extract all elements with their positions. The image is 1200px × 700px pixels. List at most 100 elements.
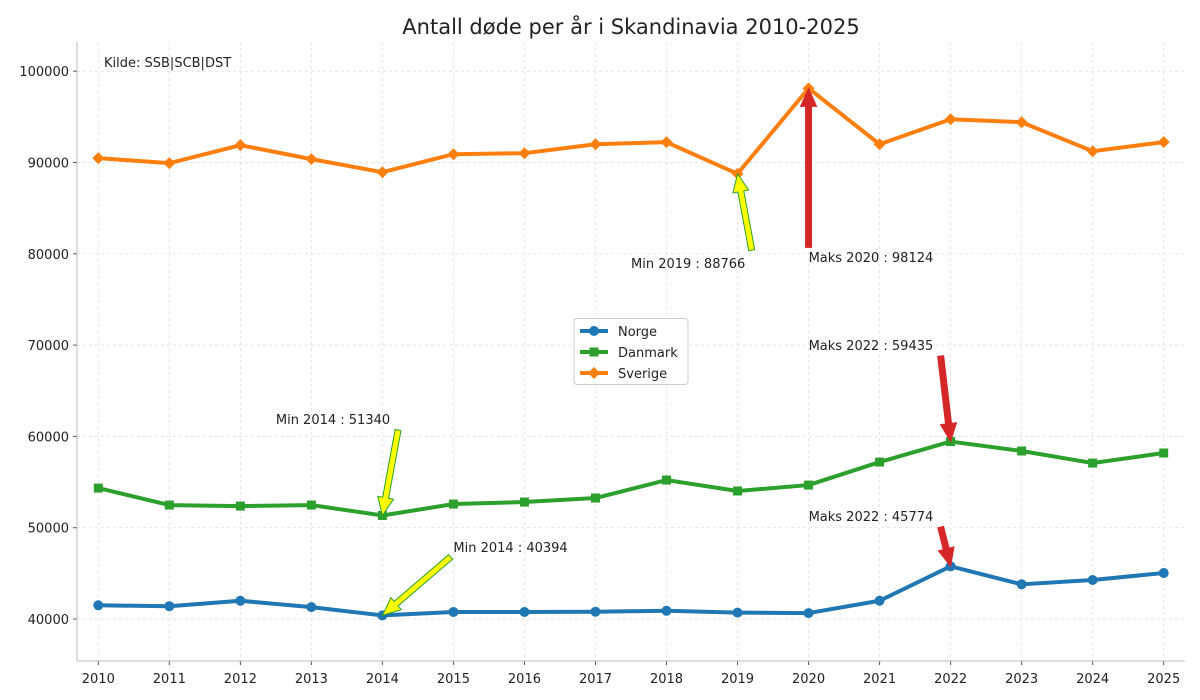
annotation-label: Min 2014 : 51340 [276, 413, 390, 428]
data-point [875, 457, 885, 467]
legend-label: Norge [618, 325, 657, 340]
x-tick-label: 2014 [366, 672, 399, 687]
data-point [164, 500, 174, 510]
x-tick-label: 2022 [934, 672, 967, 687]
data-point [944, 113, 957, 126]
data-point [305, 153, 318, 166]
source-note: Kilde: SSB|SCB|DST [104, 56, 231, 71]
data-point [92, 152, 105, 165]
annotation-label: Maks 2020 : 98124 [809, 251, 934, 266]
data-point [1015, 116, 1028, 129]
data-point [518, 147, 531, 160]
x-tick-label: 2025 [1147, 672, 1180, 687]
x-tick-label: 2011 [153, 672, 186, 687]
x-tick-label: 2015 [437, 672, 470, 687]
x-tick-label: 2013 [295, 672, 328, 687]
data-point [660, 136, 673, 149]
y-tick-label: 70000 [28, 339, 69, 354]
y-tick-label: 100000 [19, 65, 69, 80]
legend-marker [588, 367, 600, 379]
data-point [1158, 567, 1169, 578]
annotation-arrow [732, 172, 756, 252]
annotations: Min 2019 : 88766 Maks 2020 : 98124 Maks 20… [276, 87, 958, 617]
y-tick-label: 60000 [28, 430, 69, 445]
data-point [1017, 446, 1027, 456]
annotation-arrow [381, 553, 454, 617]
data-point [519, 606, 530, 617]
y-tick-label: 50000 [28, 522, 69, 537]
series-line [98, 564, 1164, 618]
data-point [306, 602, 317, 613]
annotation-label: Min 2014 : 40394 [453, 541, 567, 556]
data-point [235, 595, 246, 606]
series-norge [93, 561, 1169, 621]
x-tick-label: 2020 [792, 672, 825, 687]
data-point [732, 607, 743, 618]
x-tick-label: 2016 [508, 672, 541, 687]
data-point [376, 166, 389, 179]
x-tick-label: 2010 [82, 672, 115, 687]
data-point [661, 605, 672, 616]
data-point [873, 138, 886, 151]
series-group [92, 82, 1170, 621]
x-tick-label: 2017 [579, 672, 612, 687]
data-point [93, 600, 104, 611]
x-tick-label: 2018 [650, 672, 683, 687]
data-point [447, 148, 460, 161]
legend-item-norge: Norge [580, 325, 657, 340]
y-tick-label: 80000 [28, 248, 69, 263]
legend: Norge Danmark Sverige [573, 318, 689, 385]
series-line [98, 86, 1164, 176]
axes: 2010 2011 2012 2013 2014 2015 2016 2017 2018 2019… [19, 42, 1185, 687]
legend-marker [589, 347, 599, 357]
y-tick-label: 90000 [28, 157, 69, 172]
data-point [804, 480, 814, 490]
annotation-arrow [937, 525, 955, 568]
data-point [589, 138, 602, 151]
legend-label: Danmark [618, 346, 678, 361]
data-point [662, 475, 672, 485]
series-sverige [92, 82, 1170, 180]
annotation-arrow [937, 355, 958, 443]
data-point [803, 608, 814, 619]
series-line [97, 439, 1164, 518]
annotation-arrow [377, 428, 402, 517]
data-point [1086, 145, 1099, 158]
data-point [306, 500, 316, 510]
data-point [234, 139, 247, 152]
x-tick-label: 2012 [224, 672, 257, 687]
data-point [448, 606, 459, 617]
data-point [1088, 458, 1098, 468]
data-point [1016, 579, 1027, 590]
data-point [733, 486, 743, 496]
legend-item-danmark: Danmark [580, 346, 678, 361]
annotation-arrow [799, 87, 818, 248]
data-point [874, 595, 885, 606]
data-point [93, 483, 103, 493]
legend-box [573, 318, 689, 385]
data-point [519, 497, 529, 507]
x-tick-label: 2024 [1076, 672, 1109, 687]
data-point [1159, 448, 1169, 458]
data-point [1157, 136, 1170, 149]
data-point [1087, 575, 1098, 586]
annotation-label: Min 2019 : 88766 [631, 257, 745, 272]
x-tick-label: 2021 [863, 672, 896, 687]
annotation-label: Maks 2022 : 59435 [809, 339, 934, 354]
data-point [448, 499, 458, 509]
x-tick-label: 2019 [721, 672, 754, 687]
data-point [164, 601, 175, 612]
chart-title: Antall døde per år i Skandinavia 2010-20… [402, 14, 859, 39]
data-point [590, 606, 601, 617]
data-point [590, 493, 600, 503]
data-point [163, 157, 176, 170]
legend-item-sverige: Sverige [580, 367, 667, 382]
x-tick-label: 2023 [1005, 672, 1038, 687]
y-tick-label: 40000 [28, 613, 69, 628]
series-danmark [93, 437, 1169, 520]
legend-label: Sverige [618, 367, 667, 382]
legend-marker [589, 326, 599, 336]
data-point [235, 501, 245, 511]
annotation-label: Maks 2022 : 45774 [809, 510, 934, 525]
